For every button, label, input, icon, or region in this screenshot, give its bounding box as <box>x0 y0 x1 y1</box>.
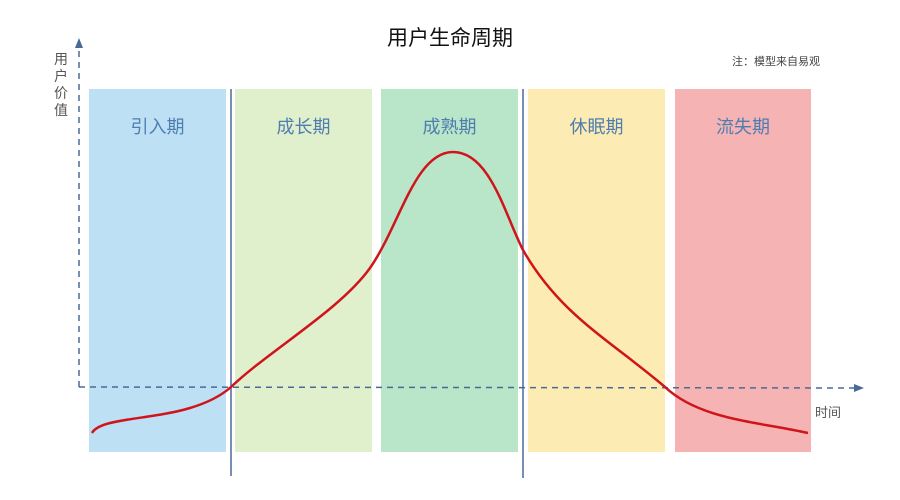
y-axis-label: 用户价值 <box>54 52 68 119</box>
stage-label: 流失期 <box>716 117 770 138</box>
stage-band-maturity: 成熟期 <box>381 89 518 452</box>
stage-band-churn: 流失期 <box>675 89 811 452</box>
x-axis <box>78 386 856 389</box>
x-axis-label: 时间 <box>815 406 842 421</box>
lifecycle-curve <box>90 150 809 435</box>
stage-band-introduction: 引入期 <box>89 89 226 452</box>
diagram-title: 用户生命周期 <box>387 26 513 50</box>
stage-label: 成熟期 <box>422 117 477 138</box>
y-axis-arrow-icon <box>75 38 83 48</box>
source-note: 注：模型来自易观 <box>732 55 820 68</box>
stage-label: 成长期 <box>276 117 331 138</box>
stage-band-dormancy: 休眠期 <box>528 89 665 452</box>
x-axis-arrow-icon <box>854 384 864 392</box>
stage-label: 引入期 <box>130 117 185 138</box>
stage-band-growth: 成长期 <box>235 89 372 452</box>
stage-label: 休眠期 <box>569 117 624 138</box>
